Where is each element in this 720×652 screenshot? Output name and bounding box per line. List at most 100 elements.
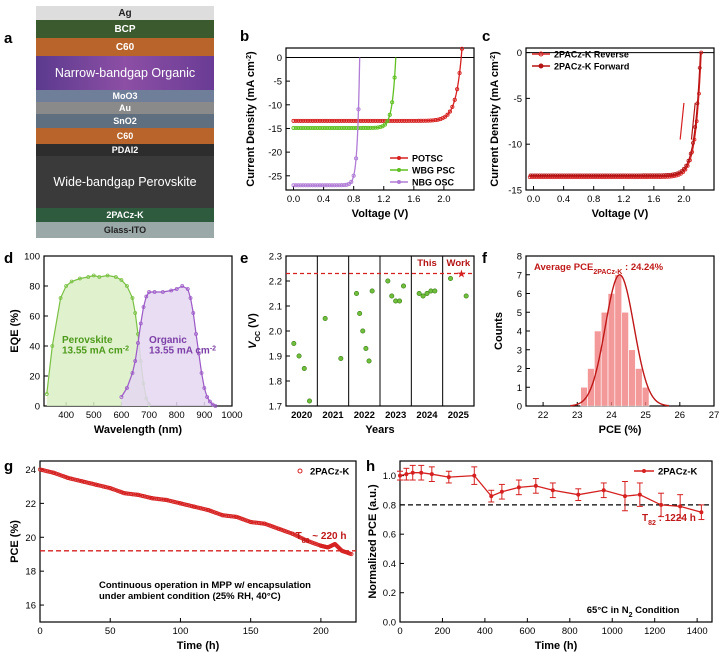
series-point [344, 118, 349, 123]
annotation-condition: 65°C in N2 Condition [587, 605, 680, 619]
series-point [204, 507, 209, 512]
series-point [557, 173, 562, 178]
series-point [443, 114, 448, 119]
x-tick-label: 1.6 [407, 194, 420, 205]
x-tick-label: 27 [709, 410, 720, 421]
y-axis-label: Normalized PCE (a.u.) [367, 484, 379, 599]
series-point [668, 172, 673, 177]
series-point [535, 173, 540, 178]
series-point [339, 183, 344, 188]
series-point [194, 332, 198, 336]
series-point [598, 173, 603, 178]
series-point [97, 275, 102, 279]
legend-label: POTSC [412, 154, 444, 164]
series-point [310, 183, 315, 188]
series-point [317, 125, 323, 131]
series-point [113, 275, 118, 279]
x-tick-label: 0 [397, 626, 402, 637]
series-point [551, 173, 555, 178]
panel-h-label: h [366, 458, 376, 475]
series-point [489, 494, 494, 499]
series-point [210, 402, 215, 407]
series-point [537, 173, 542, 178]
annotation-perovskite: Perovskite [62, 335, 113, 346]
series-point [472, 473, 477, 478]
x-axis-label: Time (h) [177, 640, 220, 652]
x-tick-label: 25 [640, 410, 651, 421]
series-point [152, 290, 157, 294]
data-point [363, 346, 369, 352]
layer-pdai2: PDAI2 [36, 144, 214, 156]
series-point [185, 287, 190, 291]
x-tick-label: 50 [105, 626, 116, 637]
series-point [344, 182, 349, 187]
series-point [317, 118, 323, 123]
series-point [605, 173, 610, 178]
series-point [528, 173, 533, 178]
data-point [366, 358, 372, 364]
series-point [459, 46, 465, 51]
series-point [337, 118, 342, 123]
series-point [600, 173, 605, 178]
series-point [119, 395, 124, 399]
series-point [176, 500, 181, 505]
series-point [659, 173, 664, 178]
series-point [296, 125, 301, 131]
series-point [566, 173, 571, 178]
thermal-stability-chart: 0 200 400 600 800 1000 1200 1400 0.0 0.2 0.4 0.6 0.8… [367, 460, 713, 652]
series-point [382, 122, 388, 127]
series-point [699, 50, 704, 55]
series-point [438, 117, 443, 122]
series-point [670, 172, 675, 177]
series-point [130, 296, 135, 300]
series-point [378, 125, 383, 130]
series-point [546, 173, 551, 178]
x-tick-label: 2022 [354, 410, 375, 421]
panel-e-label: e [240, 250, 249, 267]
series-point [334, 125, 339, 131]
series-point [550, 488, 555, 493]
series-point [315, 125, 320, 131]
series-point [661, 173, 666, 178]
series-point [293, 118, 298, 123]
series-point [136, 341, 140, 345]
series-point [160, 290, 165, 294]
x-tick-label: 0.4 [317, 194, 330, 205]
y-tick-label: -10 [508, 140, 522, 151]
series-point [334, 118, 339, 123]
series-point [657, 173, 662, 178]
series-point [429, 472, 434, 477]
series-line [293, 48, 463, 122]
series-point [694, 119, 699, 124]
series-point [399, 118, 404, 123]
x-tick-label: 1.6 [647, 194, 660, 205]
series-point [301, 118, 306, 123]
series-point [188, 296, 193, 300]
x-tick-label: 1000 [221, 410, 242, 421]
series-point [303, 125, 308, 131]
histogram-bar [635, 368, 643, 407]
y-tick-label: 5 [517, 308, 522, 319]
x-axis-label: Voltage (V) [352, 208, 409, 220]
y-tick-label: -15 [268, 124, 282, 135]
x-tick-label: 0.8 [587, 194, 600, 205]
series-point [349, 551, 354, 557]
x-tick-label: 500 [86, 410, 102, 421]
series-point [105, 485, 111, 490]
gaussian-fit [570, 274, 669, 407]
series-point [344, 125, 349, 131]
series-point [428, 118, 433, 123]
series-point [636, 173, 641, 178]
series-point [339, 125, 344, 131]
series-point [533, 483, 538, 488]
layer-glass-ito: Glass-ITO [36, 222, 214, 238]
hysteresis-chart: 0.0 0.4 0.8 1.2 1.6 2.0 0 -5 -10 -15 2PACz-K Rever… [489, 47, 715, 220]
x-tick-label: 0.0 [287, 194, 300, 205]
series-point [147, 290, 151, 294]
series-point [213, 404, 218, 408]
series-point [291, 183, 296, 188]
series-point [375, 125, 380, 130]
x-tick-label: 800 [169, 410, 185, 421]
data-point [291, 341, 297, 347]
x-tick-label: 100 [173, 626, 189, 637]
